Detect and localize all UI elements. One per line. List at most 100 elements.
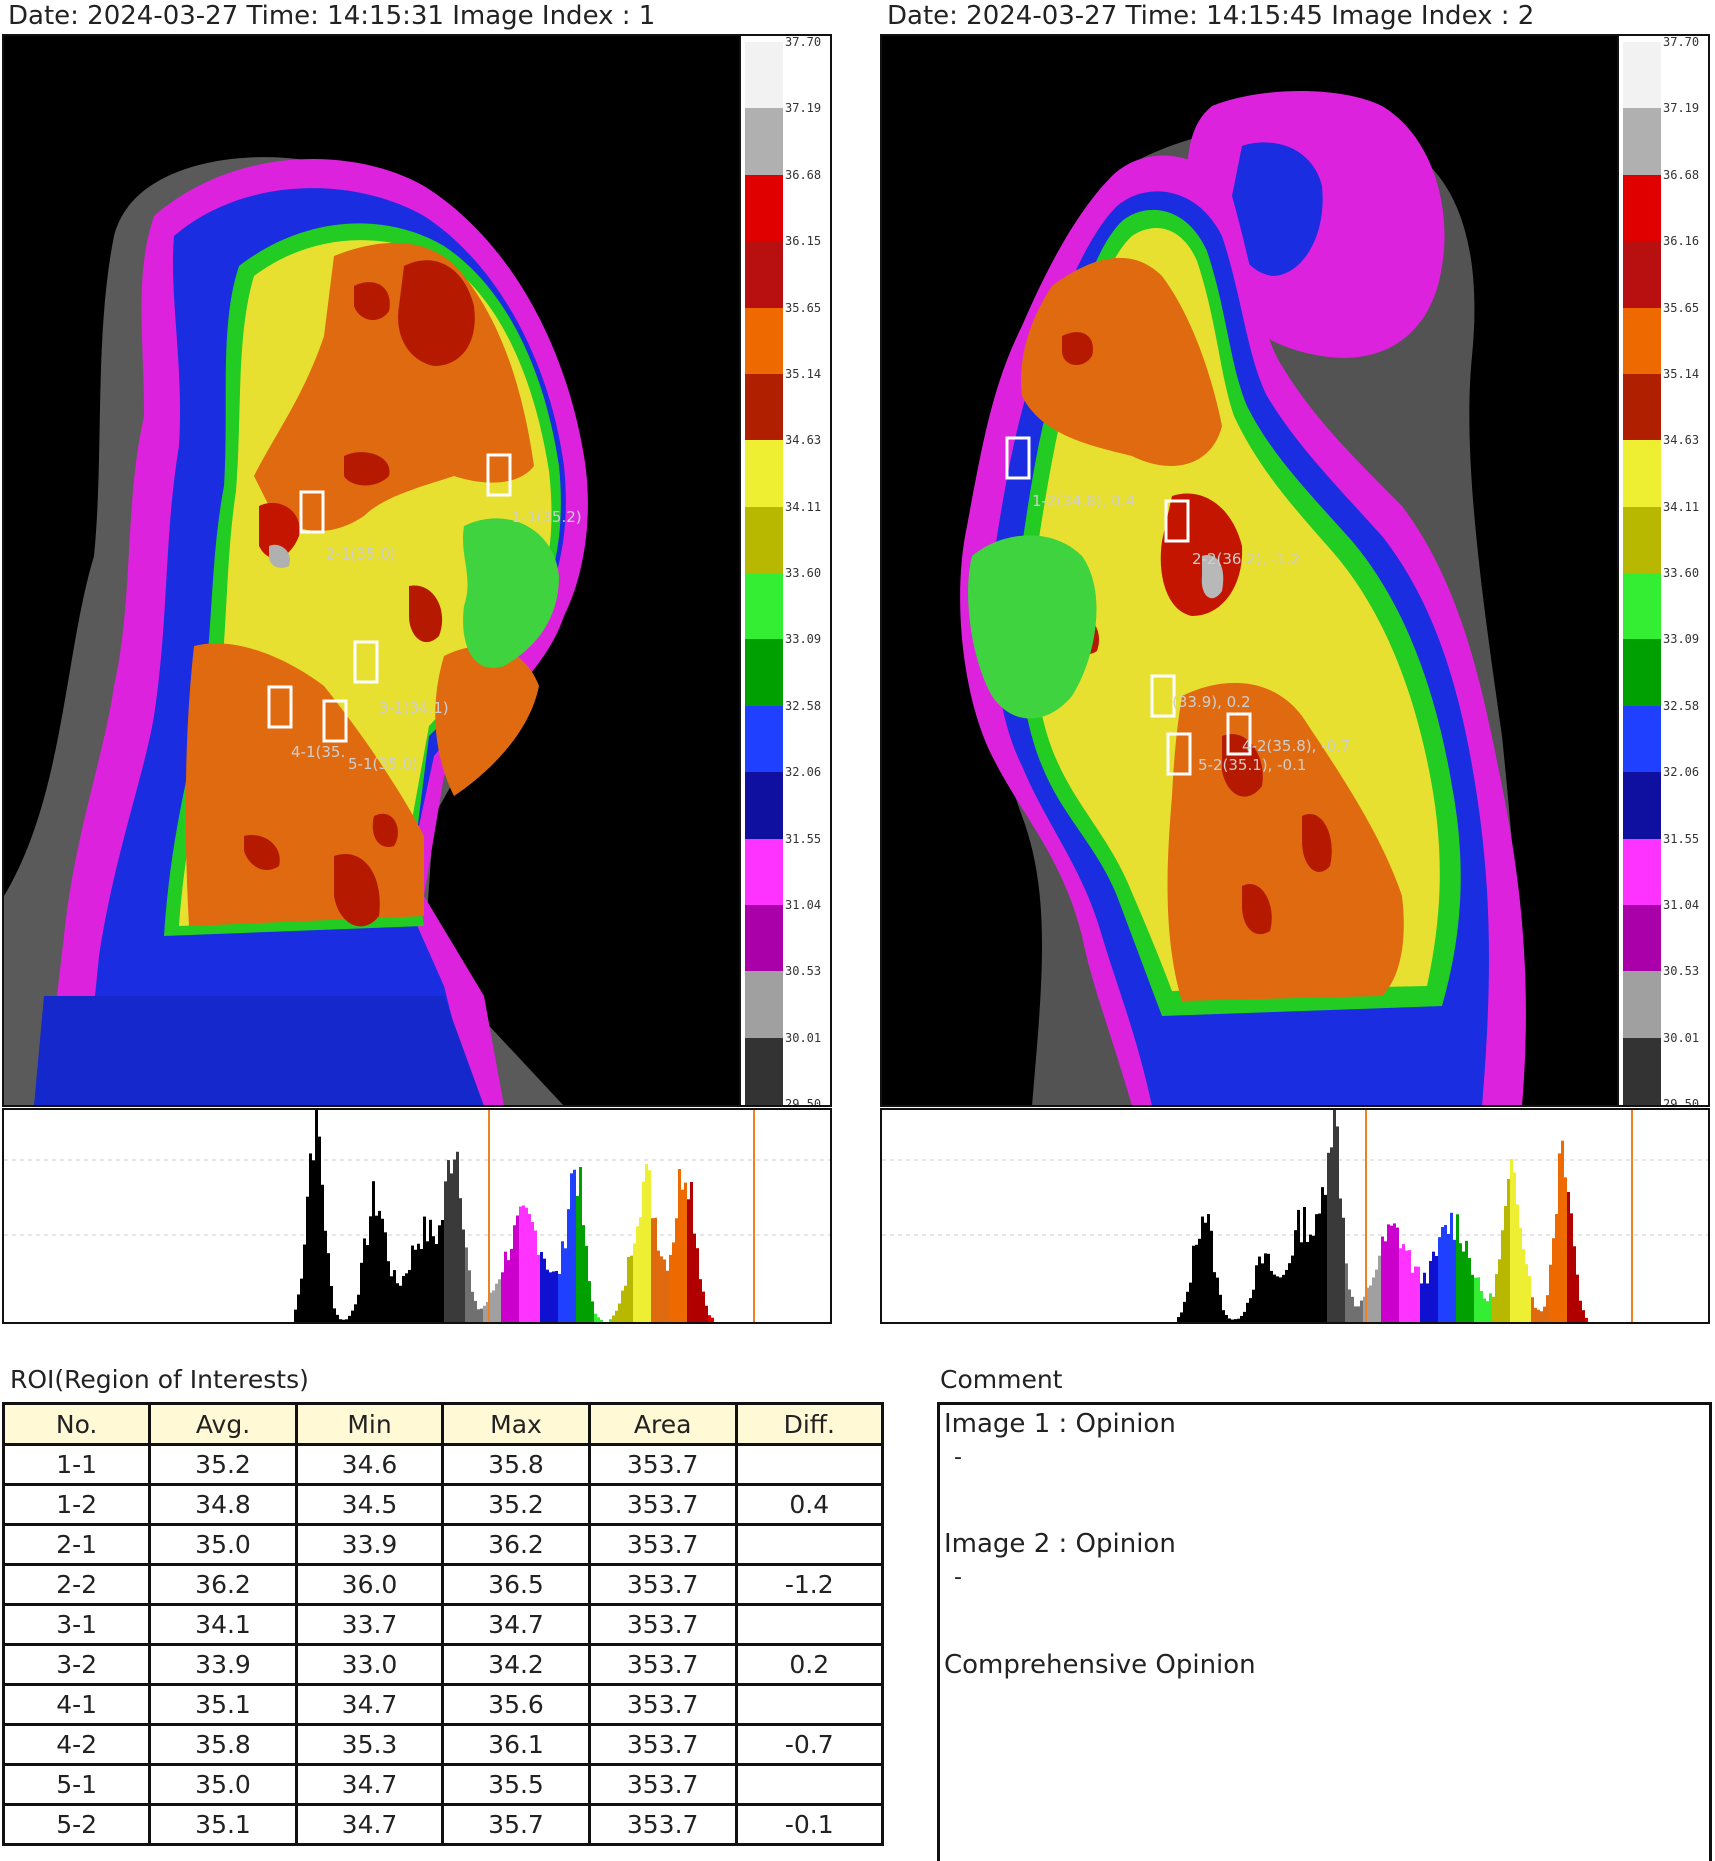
scale-segment <box>745 174 783 243</box>
histogram-bar <box>540 1252 543 1322</box>
histogram-bar <box>351 1310 354 1322</box>
histogram-bar <box>432 1236 435 1322</box>
histogram-bar <box>1408 1250 1411 1322</box>
histogram-bar <box>660 1256 663 1322</box>
histogram-bar <box>585 1245 588 1322</box>
roi-cell-min: 33.0 <box>294 1643 445 1686</box>
roi-table-row: 1-2 34.8 34.5 35.2 353.7 0.4 <box>1 1483 885 1526</box>
histogram-bar <box>309 1153 312 1322</box>
histogram-bar <box>306 1196 309 1322</box>
scale-tick-label: 31.55 <box>785 831 822 846</box>
histogram-bar <box>654 1217 657 1322</box>
histogram-bar <box>627 1257 630 1322</box>
histogram-bar <box>1249 1298 1252 1322</box>
scale-segment <box>745 241 783 309</box>
histogram-bar <box>1201 1216 1204 1322</box>
histogram-bar <box>465 1247 468 1322</box>
histogram-bar <box>417 1243 420 1322</box>
histogram-bar <box>297 1294 300 1322</box>
histogram-bar <box>1369 1285 1372 1322</box>
roi-cell-diff: -1.2 <box>734 1563 885 1606</box>
histogram-bar <box>1423 1272 1426 1322</box>
histogram-bar <box>1273 1274 1276 1322</box>
histogram-bar <box>471 1291 474 1322</box>
histogram-bar <box>1531 1297 1534 1322</box>
histogram-bar <box>1258 1256 1261 1322</box>
histogram-bar <box>579 1167 582 1322</box>
histogram-bar <box>1393 1223 1396 1322</box>
histogram-bar <box>711 1317 714 1322</box>
roi-cell-min: 34.7 <box>294 1683 445 1726</box>
histogram-bar <box>447 1160 450 1322</box>
histogram-bar <box>1435 1255 1438 1322</box>
roi-cell-diff: 0.2 <box>734 1643 885 1686</box>
histogram-bar <box>348 1315 351 1322</box>
roi-cell-no: 2-2 <box>1 1563 152 1606</box>
histogram-bar <box>684 1182 687 1322</box>
roi-cell-area: 353.7 <box>587 1483 738 1526</box>
histogram-bar <box>1468 1258 1471 1322</box>
histogram-bar <box>636 1226 639 1322</box>
histogram-bar <box>1363 1296 1366 1322</box>
histogram-bar <box>1378 1255 1381 1322</box>
histogram-bar <box>1297 1209 1300 1322</box>
histogram-bar <box>1228 1318 1231 1322</box>
histogram-bar <box>1270 1270 1273 1322</box>
histogram-bar <box>600 1319 603 1322</box>
histogram-bar <box>1426 1283 1429 1322</box>
histogram-bar <box>573 1169 576 1322</box>
roi-cell-max: 34.7 <box>441 1603 591 1646</box>
histogram-bar <box>1213 1272 1216 1322</box>
histogram-bar <box>459 1198 462 1322</box>
scale-tick-label: 30.53 <box>1663 964 1700 979</box>
histogram-bar <box>390 1276 393 1322</box>
roi-cell-no: 1-2 <box>1 1483 152 1526</box>
histogram-bar <box>1294 1230 1297 1322</box>
roi-cell-area: 353.7 <box>587 1683 738 1726</box>
roi-label-2-1: 2-1(35.0) <box>326 545 396 563</box>
scale-segment <box>745 971 783 1039</box>
scale-tick-label: 35.65 <box>1663 300 1700 315</box>
roi-cell-min: 34.5 <box>294 1483 445 1526</box>
histogram-bar <box>1399 1248 1402 1322</box>
histogram-bar <box>1429 1260 1432 1322</box>
scale-segment <box>1623 174 1661 243</box>
scale-tick-label: 32.06 <box>1663 765 1700 780</box>
histogram-bar <box>339 1319 342 1322</box>
histogram-bar <box>561 1241 564 1322</box>
histogram-bar <box>1372 1277 1375 1322</box>
temperature-scale-2: 37.70 37.19 36.68 36.16 35.65 35.14 34.63 34.11… <box>1617 35 1708 1105</box>
roi-cell-no: 2-1 <box>1 1523 152 1566</box>
histogram-bar <box>1183 1301 1186 1322</box>
scale-tick-label: 32.06 <box>785 765 822 780</box>
histogram-bar <box>1237 1318 1240 1322</box>
roi-table-row: 4-2 35.8 35.3 36.1 353.7 -0.7 <box>1 1723 885 1766</box>
histogram-bar <box>1540 1311 1543 1322</box>
histogram-bar <box>402 1275 405 1322</box>
histogram-bar <box>1267 1253 1270 1322</box>
histogram-bar <box>645 1163 648 1322</box>
histogram-bar <box>1318 1213 1321 1322</box>
scale-tick-label: 33.60 <box>785 566 822 580</box>
scale-tick-label: 35.65 <box>785 300 822 315</box>
histogram-bar <box>420 1248 423 1322</box>
roi-label-1-2: 1-2(34.8), 0.4 <box>1032 492 1135 510</box>
scale-labels-2: 37.70 37.19 36.68 36.16 35.65 35.14 34.63 34.11… <box>1663 35 1707 1105</box>
histogram-bar <box>672 1242 675 1322</box>
histogram-bar <box>1348 1289 1351 1322</box>
histogram-bar <box>666 1270 669 1322</box>
histogram-bar <box>498 1279 501 1322</box>
scale-tick-label: 35.14 <box>785 366 822 381</box>
histogram-bar <box>1444 1225 1447 1322</box>
scale-segment <box>1623 705 1661 774</box>
col-diff: Diff. <box>734 1402 885 1446</box>
scale-tick-label: 31.04 <box>1663 897 1700 912</box>
histogram-bar <box>1522 1249 1525 1322</box>
roi-cell-avg: 35.1 <box>148 1803 298 1846</box>
histogram-bar <box>1225 1314 1228 1322</box>
histogram-bar <box>357 1294 360 1322</box>
scale-tick-label: 37.70 <box>1663 35 1700 49</box>
histogram-bar <box>1411 1272 1414 1322</box>
histogram-bar <box>576 1195 579 1322</box>
histogram-bar <box>1441 1227 1444 1322</box>
